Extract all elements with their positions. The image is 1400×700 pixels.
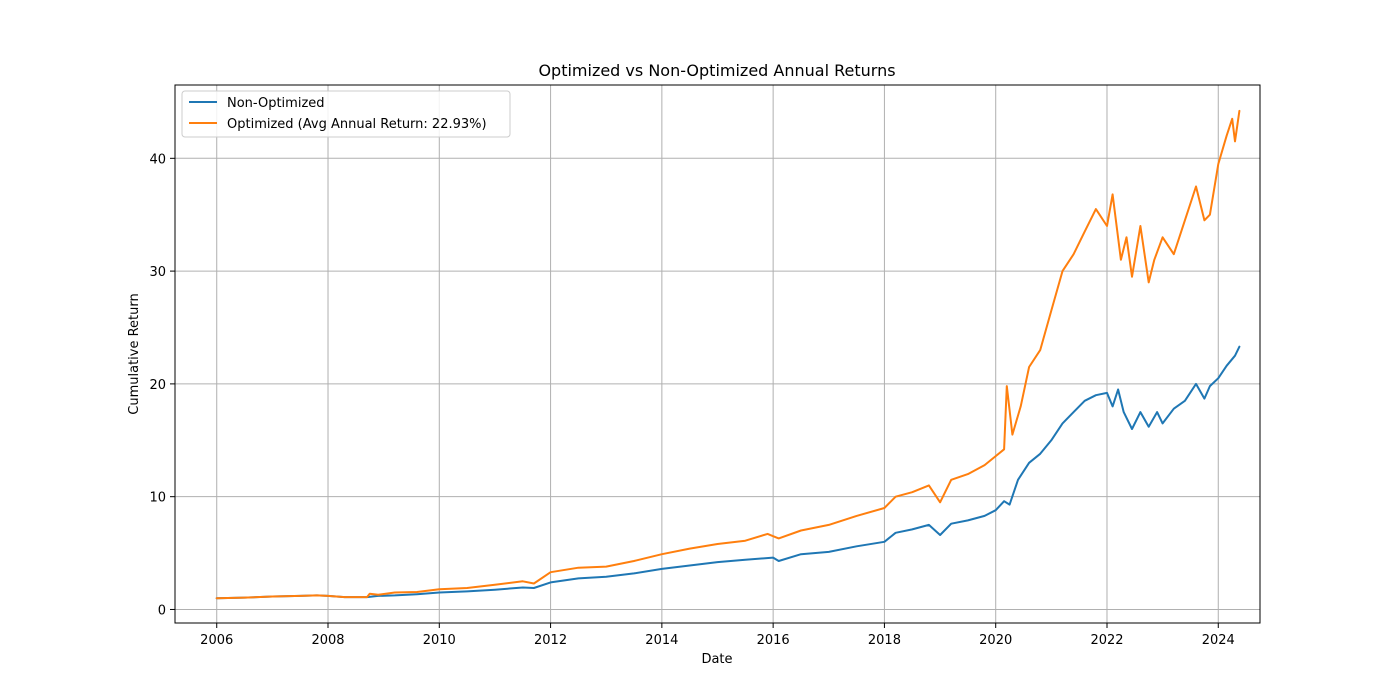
x-tick-label: 2020 — [979, 633, 1012, 648]
y-tick-label: 0 — [158, 603, 166, 618]
x-axis-label: Date — [701, 652, 732, 667]
series-line-optimized — [215, 109, 1241, 600]
legend-label-optimized: Optimized (Avg Annual Return: 22.93%) — [227, 117, 487, 132]
x-tick-label: 2008 — [311, 633, 344, 648]
y-tick-label: 30 — [149, 265, 166, 280]
legend-label-non-optimized: Non-Optimized — [227, 96, 325, 111]
x-tick-label: 2022 — [1090, 633, 1123, 648]
plot-frame — [174, 84, 1261, 624]
y-axis-label: Cumulative Return — [127, 293, 142, 414]
x-tick-label: 2010 — [423, 633, 456, 648]
x-tick-label: 2012 — [534, 633, 567, 648]
legend: Non-Optimized Optimized (Avg Annual Retu… — [181, 90, 511, 138]
y-tick-label: 40 — [149, 152, 166, 167]
x-tick-label: 2014 — [645, 633, 678, 648]
series-lines — [215, 109, 1241, 600]
legend-box — [181, 90, 511, 138]
y-tick-label: 20 — [149, 378, 166, 393]
x-tick-label: 2006 — [200, 633, 233, 648]
series-line-non-optimized — [215, 345, 1241, 600]
chart-title: Optimized vs Non-Optimized Annual Return… — [538, 61, 895, 80]
x-tick-label: 2016 — [757, 633, 790, 648]
grid — [175, 85, 1260, 623]
x-tick-label: 2024 — [1202, 633, 1235, 648]
y-tick-label: 10 — [149, 491, 166, 506]
x-tick-label: 2018 — [868, 633, 901, 648]
axis-ticks: 2006 2008 2010 2012 2014 2016 2018 2020 2022 2024… — [149, 152, 1234, 648]
